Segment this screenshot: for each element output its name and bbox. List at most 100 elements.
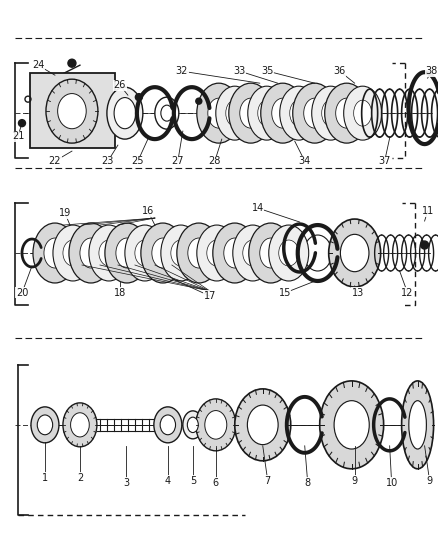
Text: 5: 5: [190, 476, 196, 486]
Text: 36: 36: [334, 66, 346, 76]
Ellipse shape: [260, 238, 282, 268]
Ellipse shape: [409, 401, 427, 449]
Ellipse shape: [135, 240, 155, 266]
Text: 7: 7: [265, 476, 271, 486]
Ellipse shape: [312, 86, 350, 140]
Ellipse shape: [197, 225, 237, 281]
Ellipse shape: [321, 100, 340, 126]
Ellipse shape: [80, 238, 102, 268]
Ellipse shape: [196, 399, 236, 451]
Text: 35: 35: [261, 66, 274, 76]
Ellipse shape: [280, 86, 318, 140]
Text: 38: 38: [425, 66, 438, 76]
Ellipse shape: [154, 407, 182, 443]
Ellipse shape: [279, 240, 299, 266]
Ellipse shape: [37, 415, 53, 435]
Ellipse shape: [171, 240, 191, 266]
Ellipse shape: [226, 100, 244, 126]
Ellipse shape: [44, 238, 66, 268]
Ellipse shape: [304, 235, 332, 271]
Ellipse shape: [402, 381, 434, 469]
Text: 34: 34: [299, 156, 311, 166]
Ellipse shape: [63, 240, 83, 266]
Text: 3: 3: [123, 478, 129, 488]
Ellipse shape: [208, 98, 230, 128]
Ellipse shape: [247, 405, 278, 445]
Ellipse shape: [235, 389, 291, 461]
Text: 2: 2: [77, 473, 83, 483]
Text: 32: 32: [176, 66, 188, 76]
Ellipse shape: [272, 98, 294, 128]
Text: 16: 16: [142, 206, 154, 216]
Ellipse shape: [105, 223, 149, 283]
Ellipse shape: [248, 86, 286, 140]
Ellipse shape: [233, 225, 273, 281]
Ellipse shape: [205, 410, 227, 439]
Text: 18: 18: [114, 288, 126, 298]
Ellipse shape: [89, 225, 129, 281]
Text: 1: 1: [42, 473, 48, 483]
Text: 28: 28: [208, 156, 221, 166]
Ellipse shape: [33, 223, 77, 283]
Text: 8: 8: [305, 478, 311, 488]
Text: 6: 6: [213, 478, 219, 488]
Ellipse shape: [293, 83, 337, 143]
Ellipse shape: [258, 100, 276, 126]
Text: 10: 10: [385, 478, 398, 488]
Ellipse shape: [353, 100, 372, 126]
FancyBboxPatch shape: [30, 73, 115, 148]
Ellipse shape: [183, 411, 203, 439]
Ellipse shape: [213, 223, 257, 283]
Ellipse shape: [99, 240, 119, 266]
Ellipse shape: [197, 83, 241, 143]
Text: 24: 24: [32, 60, 44, 70]
Text: 4: 4: [165, 476, 171, 486]
Ellipse shape: [161, 105, 173, 121]
Text: 15: 15: [279, 288, 291, 298]
Ellipse shape: [334, 401, 369, 449]
Ellipse shape: [336, 98, 358, 128]
Ellipse shape: [325, 83, 369, 143]
Ellipse shape: [261, 83, 305, 143]
Circle shape: [68, 59, 76, 67]
Ellipse shape: [328, 219, 381, 287]
Ellipse shape: [152, 238, 174, 268]
Circle shape: [135, 94, 142, 101]
Text: 20: 20: [16, 288, 28, 298]
Ellipse shape: [107, 87, 143, 139]
Ellipse shape: [58, 94, 86, 129]
Ellipse shape: [141, 223, 185, 283]
Ellipse shape: [224, 238, 246, 268]
Circle shape: [18, 119, 25, 127]
Ellipse shape: [71, 413, 89, 437]
Ellipse shape: [240, 98, 262, 128]
Ellipse shape: [161, 225, 201, 281]
Ellipse shape: [125, 225, 165, 281]
Ellipse shape: [177, 223, 221, 283]
Text: 37: 37: [378, 156, 391, 166]
Text: 26: 26: [114, 80, 126, 90]
Text: 21: 21: [12, 131, 24, 141]
Ellipse shape: [216, 86, 254, 140]
Text: 9: 9: [352, 476, 358, 486]
Ellipse shape: [344, 86, 381, 140]
Ellipse shape: [340, 235, 369, 272]
Ellipse shape: [320, 381, 384, 469]
Ellipse shape: [69, 223, 113, 283]
Circle shape: [420, 241, 429, 249]
Ellipse shape: [46, 79, 98, 143]
Ellipse shape: [160, 415, 176, 435]
Circle shape: [196, 98, 202, 104]
Ellipse shape: [304, 98, 326, 128]
Ellipse shape: [187, 417, 198, 433]
Text: 12: 12: [402, 288, 414, 298]
Ellipse shape: [188, 238, 210, 268]
Text: 23: 23: [102, 156, 114, 166]
Ellipse shape: [229, 83, 273, 143]
Text: 11: 11: [421, 206, 434, 216]
Text: 19: 19: [59, 208, 71, 218]
Text: 13: 13: [352, 288, 364, 298]
Ellipse shape: [243, 240, 263, 266]
Text: 22: 22: [49, 156, 61, 166]
Ellipse shape: [53, 225, 93, 281]
